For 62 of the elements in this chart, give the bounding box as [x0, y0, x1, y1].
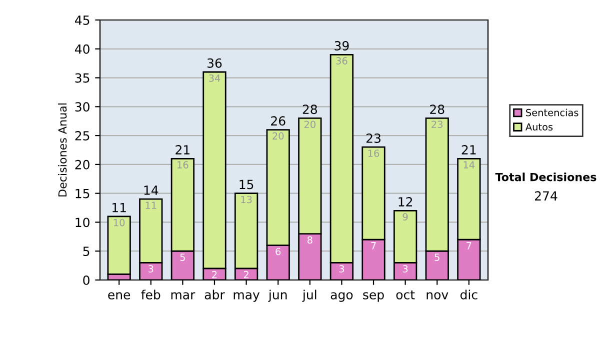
data-label: 11 [146, 202, 156, 209]
data-label: 2 [212, 270, 217, 278]
data-label: 8 [307, 236, 312, 244]
x-tick-label: ago [330, 292, 353, 302]
x-tick-label: dic [460, 290, 478, 300]
total-label: 21 [462, 145, 476, 154]
total-label: 12 [398, 197, 412, 206]
x-tick-label: oct [396, 290, 415, 300]
y-tick-label: 45 [74, 16, 90, 25]
legend-label: Sentencias [526, 108, 578, 116]
data-label: 9 [402, 213, 408, 221]
total-label: 36 [207, 58, 222, 68]
y-tick-label: 35 [75, 73, 90, 83]
y-tick-label: 25 [75, 131, 90, 140]
data-label: 3 [148, 265, 154, 273]
y-tick-label: 0 [83, 275, 90, 285]
x-tick-label: sep [363, 292, 384, 302]
data-label: 2 [244, 270, 248, 278]
data-label: 6 [276, 248, 281, 256]
x-tick-label: abr [204, 290, 225, 300]
x-tick-label: jul [302, 290, 316, 302]
x-tick-label: ene [108, 292, 130, 300]
data-label: 5 [180, 254, 185, 261]
data-label: 7 [371, 242, 376, 250]
data-label: 10 [114, 218, 125, 226]
total-label: 28 [302, 104, 317, 114]
x-tick-label: nov [426, 292, 448, 300]
x-tick-label: feb [141, 290, 160, 300]
total-label: 39 [334, 41, 349, 51]
total-label: 11 [112, 203, 126, 212]
y-tick-label: 20 [75, 160, 90, 170]
y-tick-label: 40 [74, 44, 90, 54]
y-tick-label: 10 [76, 218, 90, 228]
total-label: 26 [271, 116, 286, 126]
total-label: 28 [430, 104, 444, 114]
data-label: 3 [339, 265, 344, 273]
data-label: 7 [466, 242, 472, 250]
total-label: 21 [176, 145, 190, 154]
y-tick-label: 5 [83, 246, 90, 256]
total-label: 23 [366, 134, 380, 143]
data-label: 13 [241, 196, 252, 204]
data-label: 16 [178, 161, 188, 169]
data-label: 20 [272, 132, 284, 140]
text: Total Decisiones [495, 172, 596, 182]
data-label: 14 [464, 161, 475, 168]
data-label: 20 [304, 120, 316, 128]
x-tick-label: may [234, 292, 260, 302]
data-label: 23 [432, 120, 443, 128]
text: 274 [534, 191, 558, 200]
y-tick-label: 30 [75, 102, 90, 112]
data-label: 34 [209, 74, 220, 82]
data-label: 36 [336, 57, 348, 65]
data-label: 16 [368, 150, 380, 157]
legend-label: Autos [525, 123, 553, 131]
data-label: 3 [402, 265, 408, 273]
x-tick-label: jun [268, 290, 287, 302]
total-label: 14 [144, 186, 158, 195]
total-label: 15 [240, 180, 254, 190]
y-tick-label: 15 [76, 188, 90, 198]
data-label: 5 [434, 254, 440, 261]
x-tick-label: mar [171, 292, 196, 300]
y-axis-title: Decisiones Anual [58, 104, 67, 196]
